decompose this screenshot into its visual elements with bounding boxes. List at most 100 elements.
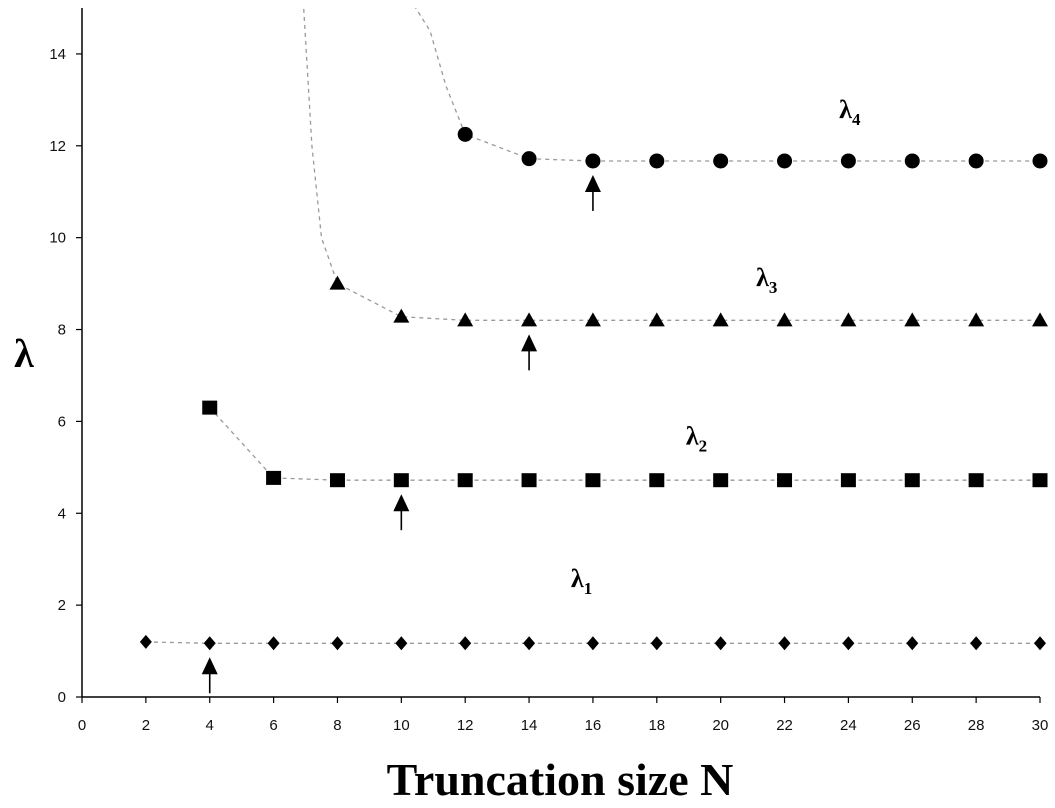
point-lambda3: [329, 275, 346, 290]
point-lambda2: [777, 473, 793, 488]
x-tick-label: 0: [78, 717, 86, 734]
point-lambda2: [904, 473, 920, 488]
x-tick-label: 4: [206, 717, 214, 734]
series-label-subscript: 3: [769, 278, 778, 297]
series-label-subscript: 4: [852, 110, 861, 129]
point-lambda3: [584, 312, 601, 327]
point-lambda3: [521, 312, 538, 327]
point-lambda2: [521, 473, 537, 488]
point-lambda4: [521, 151, 537, 167]
point-lambda1: [523, 636, 536, 651]
point-lambda4: [1032, 153, 1048, 169]
series-label-lambda4: λ4: [839, 95, 861, 129]
convergence-arrows: [201, 174, 601, 694]
point-lambda2: [968, 473, 984, 488]
point-lambda3: [457, 312, 474, 327]
point-lambda1: [778, 636, 791, 651]
x-tick-label: 20: [712, 717, 729, 734]
series-label-lambda3: λ3: [756, 263, 777, 297]
point-lambda1: [139, 634, 152, 649]
point-lambda1: [906, 636, 919, 651]
point-lambda2: [585, 473, 601, 488]
point-lambda1: [842, 636, 855, 651]
x-tick-label: 28: [968, 717, 985, 734]
y-tick-label: 4: [58, 505, 66, 522]
y-axis-title: λ: [14, 331, 34, 376]
point-lambda3: [840, 312, 857, 327]
y-tick-label: 0: [58, 689, 66, 706]
arrow-lambda4: [584, 174, 601, 211]
y-tick-label: 12: [49, 138, 66, 155]
point-lambda1: [331, 636, 344, 651]
point-lambda3: [712, 312, 729, 327]
x-tick-label: 12: [457, 717, 474, 734]
point-lambda4: [840, 153, 856, 169]
series-label-lambda1: λ1: [571, 564, 592, 598]
point-lambda3: [648, 312, 665, 327]
x-tick-label: 26: [904, 717, 921, 734]
series-label-lambda2: λ2: [686, 421, 707, 455]
arrow-lambda2: [393, 494, 410, 531]
series-curves: [145, 8, 1040, 644]
arrow-lambda3: [521, 334, 538, 371]
y-tick-label: 8: [58, 322, 66, 339]
point-lambda1: [714, 636, 727, 651]
series-label-symbol: λ: [756, 263, 769, 292]
point-lambda1: [586, 636, 599, 651]
y-tick-label: 2: [58, 597, 66, 614]
x-axis-title: Truncation size N: [387, 754, 734, 805]
point-lambda2: [393, 473, 409, 488]
point-lambda2: [329, 473, 345, 488]
point-lambda4: [777, 153, 793, 169]
x-tick-label: 18: [648, 717, 665, 734]
point-lambda1: [1034, 636, 1046, 651]
point-lambda3: [904, 312, 921, 327]
point-lambda3: [968, 312, 985, 327]
x-tick-label: 24: [840, 717, 857, 734]
point-lambda4: [713, 153, 729, 169]
x-tick-label: 6: [269, 717, 277, 734]
x-tick-label: 22: [776, 717, 793, 734]
point-lambda1: [203, 636, 216, 651]
point-lambda4: [968, 153, 984, 169]
point-lambda4: [457, 126, 473, 142]
point-lambda4: [649, 153, 665, 169]
point-lambda3: [1032, 312, 1048, 327]
series-label-symbol: λ: [686, 421, 699, 450]
arrow-lambda1: [201, 657, 218, 694]
series-curve-1: [145, 641, 1040, 644]
x-tick-label: 14: [521, 717, 538, 734]
x-tick-label: 2: [142, 717, 150, 734]
point-lambda2: [713, 473, 729, 488]
x-tick-label: 8: [333, 717, 341, 734]
point-lambda2: [457, 473, 473, 488]
point-lambda3: [393, 308, 410, 323]
point-lambda1: [395, 636, 408, 651]
point-lambda2: [649, 473, 665, 488]
point-lambda3: [776, 312, 793, 327]
y-tick-label: 6: [58, 413, 66, 430]
point-lambda1: [970, 636, 983, 651]
y-tick-label: 10: [49, 230, 66, 247]
y-tick-label: 14: [49, 46, 66, 63]
x-tick-label: 10: [393, 717, 410, 734]
series-label-symbol: λ: [839, 95, 852, 124]
point-lambda1: [650, 636, 663, 651]
x-tick-label: 16: [585, 717, 602, 734]
point-lambda2: [266, 470, 282, 485]
x-tick-label: 30: [1032, 717, 1049, 734]
point-lambda4: [585, 153, 601, 169]
point-lambda1: [459, 636, 472, 651]
point-lambda2: [840, 473, 856, 488]
series-curve-2: [209, 407, 1040, 481]
series-label-subscript: 1: [584, 579, 593, 598]
data-points: [139, 126, 1048, 651]
point-lambda4: [904, 153, 920, 169]
point-lambda1: [267, 636, 280, 651]
series-label-symbol: λ: [571, 564, 584, 593]
series-label-subscript: 2: [699, 436, 708, 455]
